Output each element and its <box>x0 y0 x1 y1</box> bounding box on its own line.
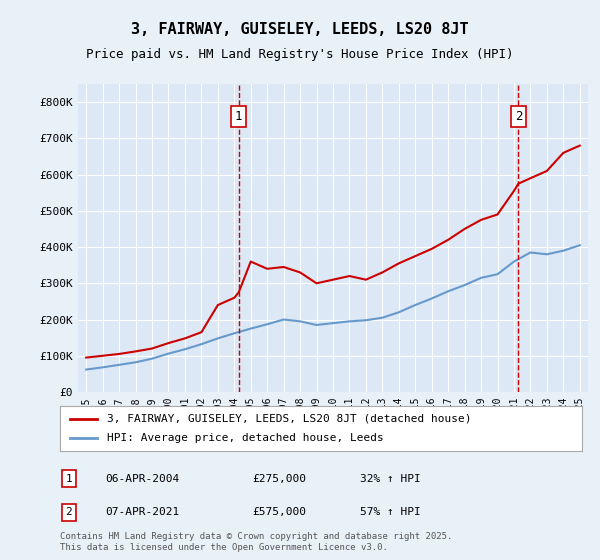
Text: 3, FAIRWAY, GUISELEY, LEEDS, LS20 8JT (detached house): 3, FAIRWAY, GUISELEY, LEEDS, LS20 8JT (d… <box>107 413 472 423</box>
Text: 1: 1 <box>235 110 242 123</box>
Text: 3, FAIRWAY, GUISELEY, LEEDS, LS20 8JT: 3, FAIRWAY, GUISELEY, LEEDS, LS20 8JT <box>131 22 469 38</box>
Text: £575,000: £575,000 <box>252 507 306 517</box>
Text: Price paid vs. HM Land Registry's House Price Index (HPI): Price paid vs. HM Land Registry's House … <box>86 48 514 60</box>
Text: 06-APR-2004: 06-APR-2004 <box>105 474 179 484</box>
Text: 32% ↑ HPI: 32% ↑ HPI <box>360 474 421 484</box>
Text: 1: 1 <box>65 474 73 484</box>
Text: £275,000: £275,000 <box>252 474 306 484</box>
Text: 57% ↑ HPI: 57% ↑ HPI <box>360 507 421 517</box>
Text: 07-APR-2021: 07-APR-2021 <box>105 507 179 517</box>
Text: 2: 2 <box>65 507 73 517</box>
Text: Contains HM Land Registry data © Crown copyright and database right 2025.
This d: Contains HM Land Registry data © Crown c… <box>60 532 452 552</box>
Text: HPI: Average price, detached house, Leeds: HPI: Average price, detached house, Leed… <box>107 433 384 444</box>
Text: 2: 2 <box>515 110 522 123</box>
